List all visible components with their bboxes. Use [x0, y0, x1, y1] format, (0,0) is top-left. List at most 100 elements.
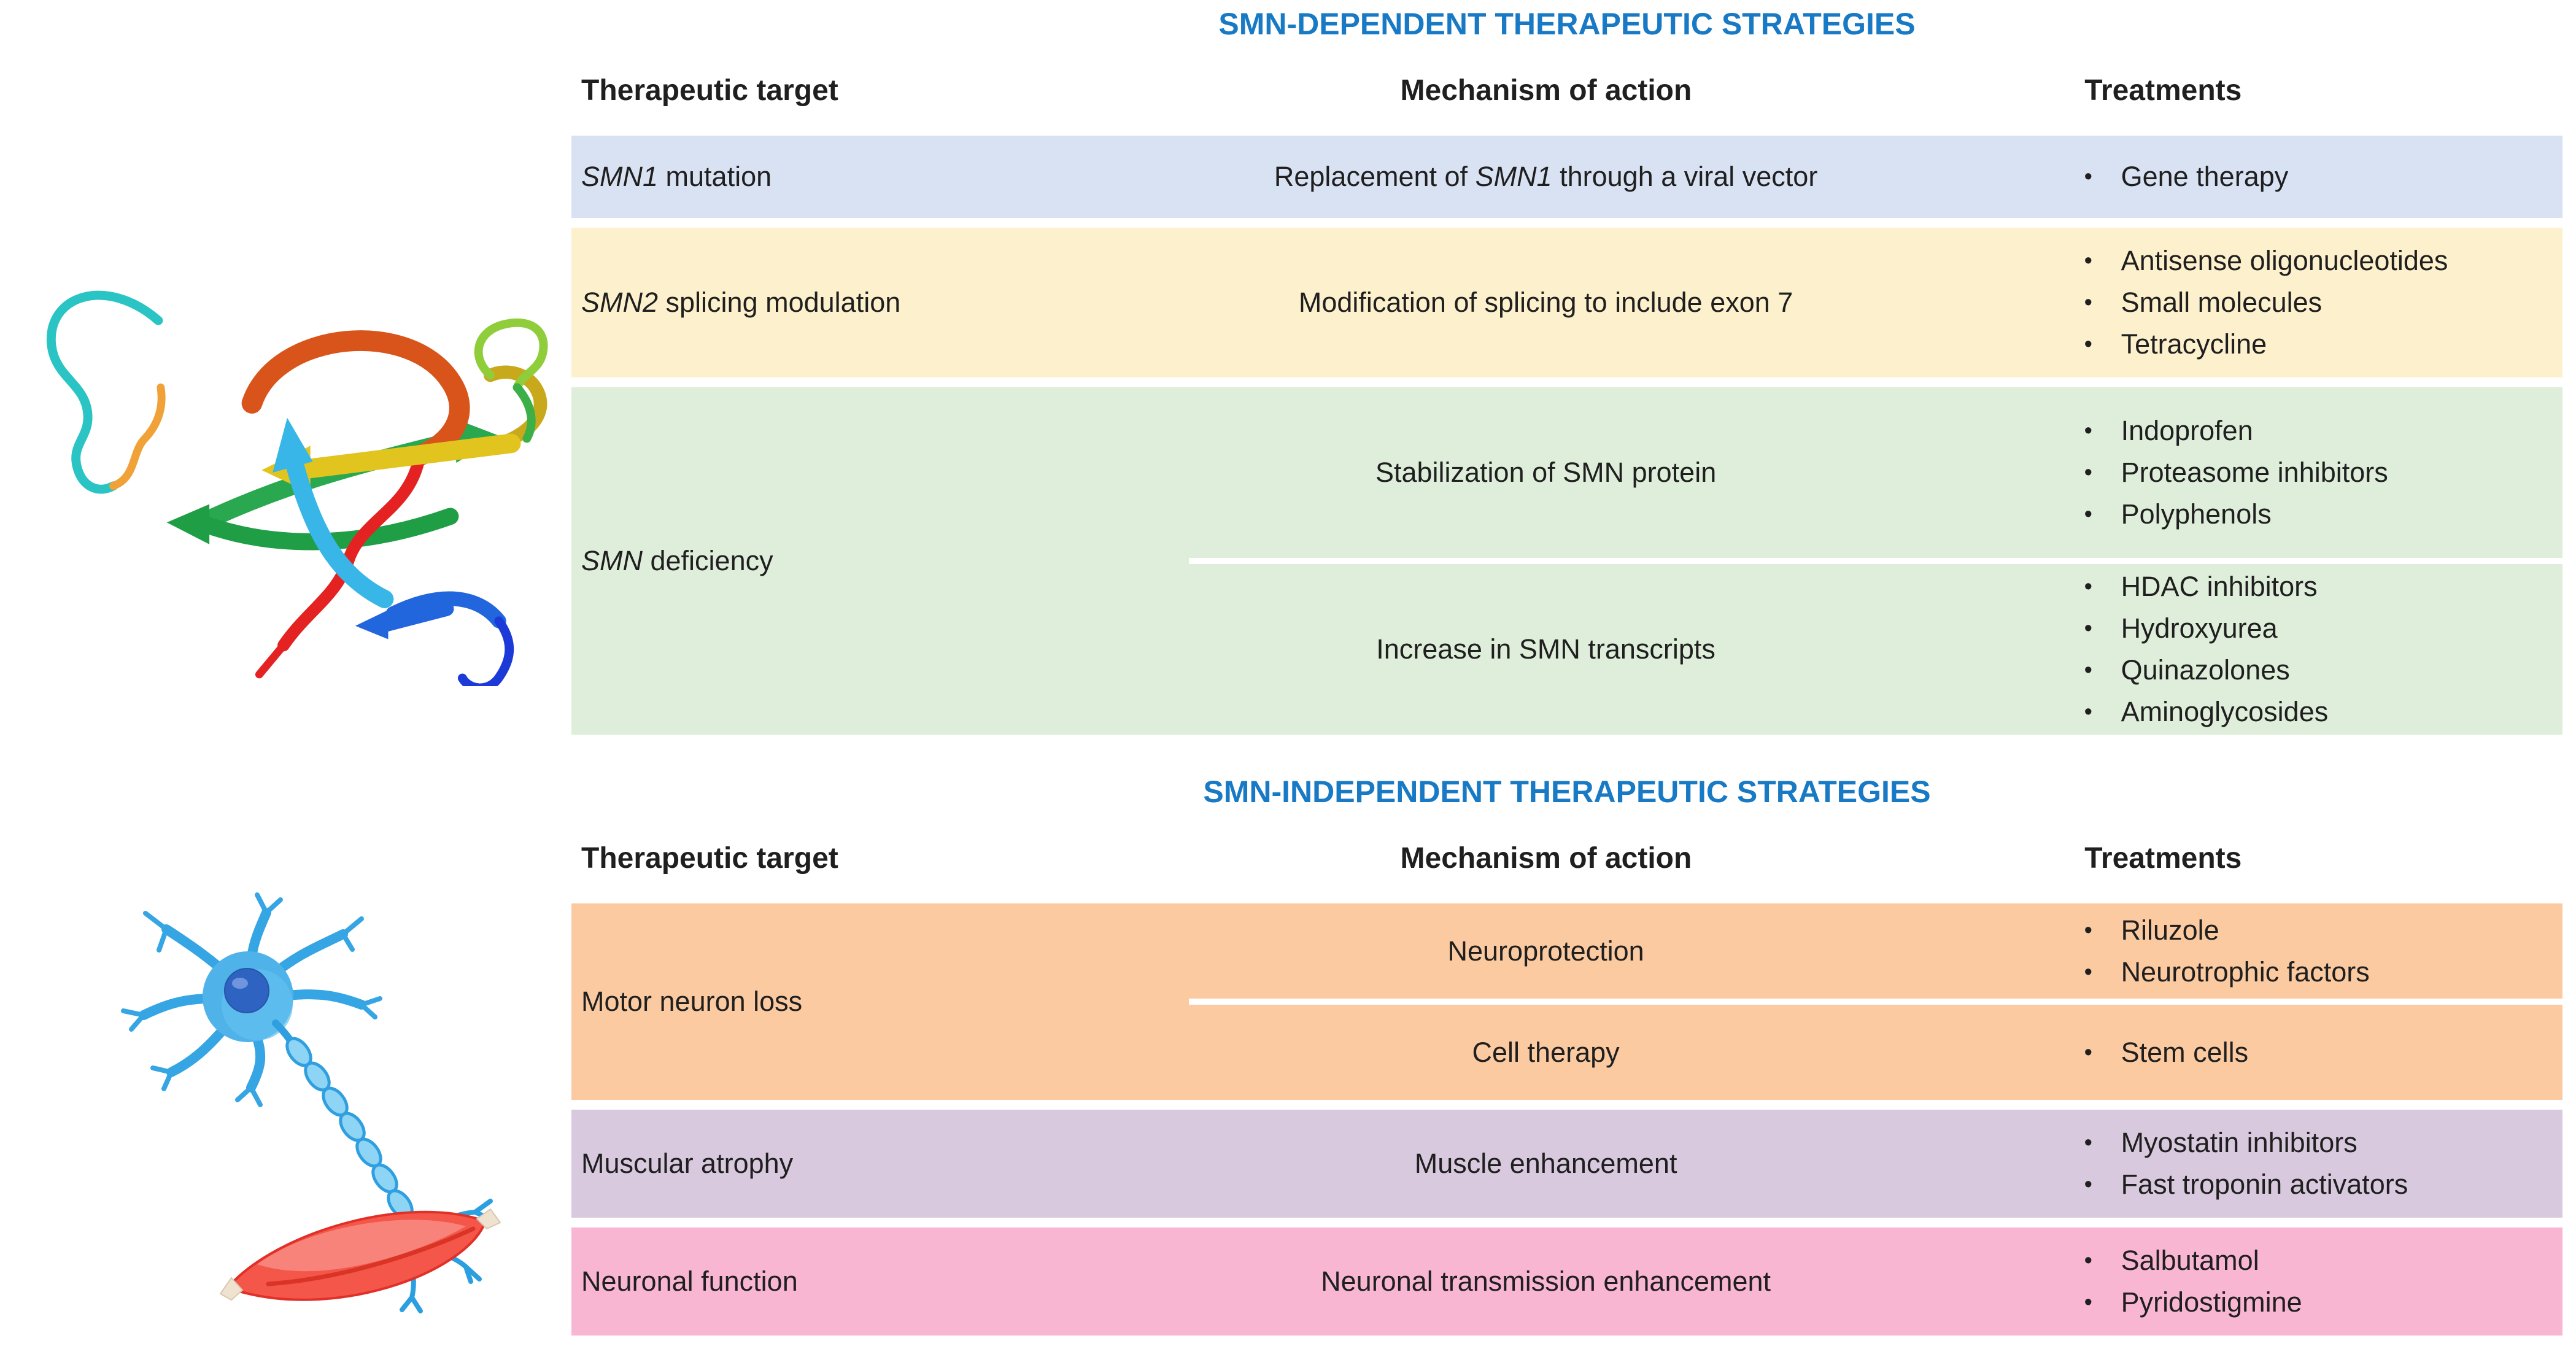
- treatments-cell: • HDAC inhibitors • Hydroxyurea • Quinazolone…: [1903, 564, 2562, 735]
- treatments-list: • Stem cells: [2084, 1032, 2249, 1073]
- treatment-label: Tetracycline: [2121, 328, 2267, 360]
- treatments-list: • HDAC inhibitors • Hydroxyurea • Quinazolone…: [2084, 566, 2329, 733]
- ribbon-orange-connector: [109, 383, 166, 490]
- treatments-cell: • Myostatin inhibitors • Fast troponin acti…: [1903, 1110, 2562, 1218]
- protein-ribbon-illustration: [47, 290, 548, 686]
- bullet-icon: •: [2084, 1289, 2092, 1315]
- ribbon-red-tail: [255, 641, 288, 679]
- ribbon-green-descender: [512, 383, 536, 443]
- treatment-item: • Fast troponin activators: [2084, 1164, 2408, 1205]
- tables-column: SMN-DEPENDENT THERAPEUTIC STRATEGIES The…: [571, 0, 2562, 1345]
- ribbon-blue-arrow-shaft: [378, 601, 454, 632]
- bullet-icon: •: [2084, 657, 2092, 683]
- table-row: SMN deficiency Stabilization of SMN prote…: [571, 387, 2562, 735]
- muscle-fiber: [219, 1208, 501, 1301]
- mechanism-cell: Replacement of SMN1 through a viral vect…: [1274, 161, 1818, 192]
- mechanism-treatments-subrow: Stabilization of SMN protein • Indoprofen •…: [1189, 387, 2562, 558]
- table-row: SMN2 splicing modulation Modification of …: [571, 228, 2562, 377]
- treatment-item: • Quinazolones: [2084, 649, 2329, 691]
- bullet-icon: •: [2084, 460, 2092, 485]
- treatment-item: • Indoprofen: [2084, 410, 2388, 452]
- section-title: SMN-DEPENDENT THERAPEUTIC STRATEGIES: [1218, 7, 1916, 41]
- treatment-item: • Gene therapy: [2084, 156, 2289, 198]
- therapeutic-target-cell: Motor neuron loss: [581, 986, 803, 1017]
- mechanism-treatments-subrow: Increase in SMN transcripts • HDAC inhibit…: [1188, 558, 2562, 735]
- treatments-cell: • Antisense oligonucleotides • Small molecu…: [1903, 228, 2562, 377]
- mechanism-cell: Muscle enhancement: [1414, 1148, 1677, 1179]
- bullet-icon: •: [2084, 290, 2092, 315]
- treatment-label: Hydroxyurea: [2121, 613, 2278, 644]
- ribbon-yellowgreen-loop: [474, 318, 548, 392]
- treatment-item: • Aminoglycosides: [2084, 691, 2329, 733]
- column-header-therapeutic-target: Therapeutic target: [581, 74, 838, 107]
- bullet-icon: •: [2084, 164, 2092, 190]
- bullet-icon: •: [2084, 501, 2092, 527]
- mechanism-cell: Stabilization of SMN protein: [1375, 457, 1717, 488]
- treatments-cell: • Salbutamol • Pyridostigmine: [1903, 1227, 2562, 1336]
- treatment-item: • Small molecules: [2084, 282, 2448, 323]
- bullet-icon: •: [2084, 574, 2092, 600]
- table-row: Muscular atrophy Muscle enhancement • Myost…: [571, 1110, 2562, 1218]
- ribbon-blue-arrowhead: [355, 609, 389, 640]
- bullet-icon: •: [2084, 959, 2092, 985]
- section-title: SMN-INDEPENDENT THERAPEUTIC STRATEGIES: [1203, 775, 1931, 809]
- mechanism-cell: Cell therapy: [1472, 1036, 1620, 1068]
- treatment-item: • HDAC inhibitors: [2084, 566, 2329, 608]
- treatments-list: • Riluzole • Neurotrophic factors: [2084, 910, 2370, 993]
- treatment-label: Polyphenols: [2121, 498, 2272, 530]
- column-header-mechanism-of-action: Mechanism of action: [1400, 842, 1692, 875]
- treatments-cell: • Indoprofen • Proteasome inhibitors • Polyph…: [1903, 387, 2562, 558]
- neuron-nucleus: [224, 968, 269, 1013]
- treatments-cell: • Stem cells: [1903, 1005, 2562, 1100]
- section-smn-independent: SMN-INDEPENDENT THERAPEUTIC STRATEGIES T…: [571, 774, 2562, 1336]
- mechanism-cell: Neuronal transmission enhancement: [1321, 1266, 1771, 1297]
- treatment-item: • Proteasome inhibitors: [2084, 452, 2388, 493]
- bullet-icon: •: [2084, 1130, 2092, 1156]
- treatment-item: • Antisense oligonucleotides: [2084, 240, 2448, 282]
- therapeutic-target-cell: Muscular atrophy: [581, 1148, 794, 1179]
- column-header-therapeutic-target: Therapeutic target: [581, 842, 838, 875]
- treatment-label: Antisense oligonucleotides: [2121, 245, 2448, 276]
- section-smn-dependent: SMN-DEPENDENT THERAPEUTIC STRATEGIES The…: [571, 6, 2562, 735]
- treatment-item: • Stem cells: [2084, 1032, 2249, 1073]
- treatment-label: Small molecules: [2121, 287, 2323, 318]
- ribbon-cyan-arrowhead: [273, 417, 313, 473]
- treatment-label: Proteasome inhibitors: [2121, 457, 2388, 488]
- treatment-label: Pyridostigmine: [2121, 1286, 2302, 1318]
- treatments-list: • Myostatin inhibitors • Fast troponin acti…: [2084, 1122, 2408, 1205]
- table-row: Motor neuron loss Neuroprotection • Riluzol…: [571, 903, 2562, 1100]
- mechanism-cell: Neuroprotection: [1447, 935, 1644, 967]
- nucleus-highlight: [232, 978, 248, 989]
- ribbon-yellow-arrow-shaft: [296, 433, 521, 479]
- ribbon-darkgreen-arrowhead: [166, 504, 210, 544]
- mechanism-treatments-subrow: Muscle enhancement • Myostatin inhibitors •…: [1189, 1110, 2562, 1218]
- treatment-item: • Salbutamol: [2084, 1240, 2302, 1282]
- bullet-icon: •: [2084, 917, 2092, 943]
- bullet-icon: •: [2084, 248, 2092, 274]
- treatment-label: Indoprofen: [2121, 415, 2253, 446]
- therapeutic-target-cell: SMN1 mutation: [581, 161, 772, 192]
- treatments-cell: • Gene therapy: [1903, 136, 2562, 218]
- bullet-icon: •: [2084, 1039, 2092, 1065]
- bullet-icon: •: [2084, 1248, 2092, 1274]
- treatment-label: HDAC inhibitors: [2121, 571, 2318, 602]
- mechanism-cell: Increase in SMN transcripts: [1376, 633, 1715, 665]
- column-header-treatments: Treatments: [2084, 842, 2242, 875]
- treatment-label: Fast troponin activators: [2121, 1169, 2408, 1200]
- mechanism-cell: Modification of splicing to include exon…: [1298, 287, 1793, 318]
- bullet-icon: •: [2084, 418, 2092, 444]
- mechanism-treatments-subrow: Modification of splicing to include exon…: [1189, 228, 2562, 377]
- therapeutic-target-cell: Neuronal function: [581, 1266, 798, 1297]
- treatment-item: • Polyphenols: [2084, 493, 2388, 535]
- column-header-treatments: Treatments: [2084, 74, 2242, 107]
- treatment-item: • Hydroxyurea: [2084, 608, 2329, 649]
- treatment-label: Salbutamol: [2121, 1245, 2259, 1276]
- table-body: Motor neuron loss Neuroprotection • Riluzol…: [571, 903, 2562, 1336]
- tendon-left: [219, 1277, 244, 1301]
- ribbon-blue-hook: [457, 616, 514, 686]
- column-header-mechanism-of-action: Mechanism of action: [1400, 74, 1692, 107]
- bullet-icon: •: [2084, 331, 2092, 357]
- bullet-icon: •: [2084, 699, 2092, 725]
- treatment-item: • Riluzole: [2084, 910, 2370, 951]
- treatment-item: • Tetracycline: [2084, 323, 2448, 365]
